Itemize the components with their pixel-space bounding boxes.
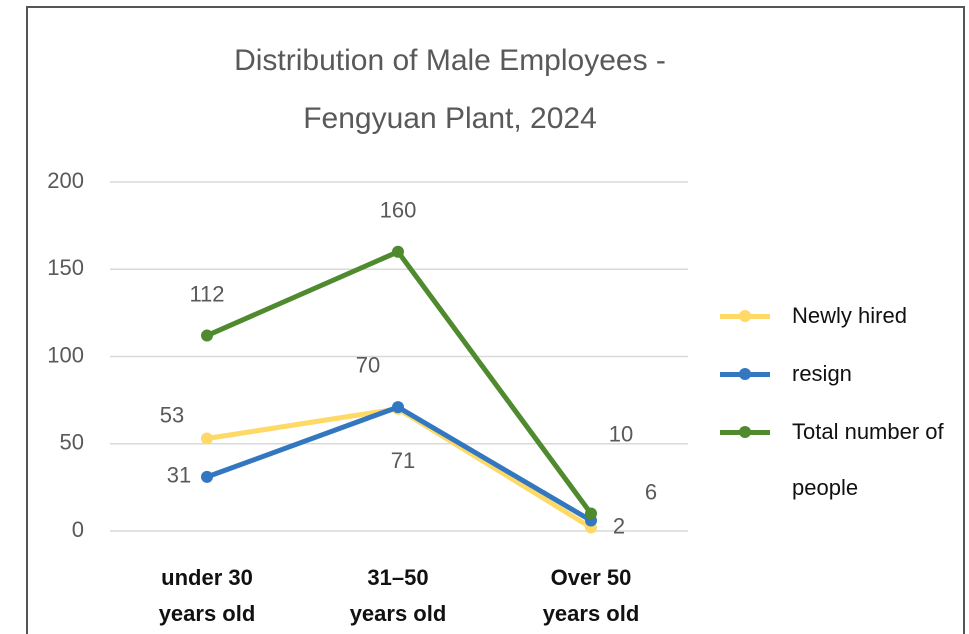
line <box>205 249 594 516</box>
legend-marker <box>739 426 751 438</box>
data-label: 2 <box>613 513 625 538</box>
legend-marker <box>739 310 751 322</box>
legend-label: Newly hired <box>792 303 907 328</box>
x-tick-label: Over 50 years old <box>542 565 640 626</box>
point <box>392 245 404 258</box>
y-tick-label: 150 <box>47 255 84 280</box>
point <box>392 401 404 414</box>
data-label: 112 <box>189 281 224 306</box>
y-tick-label: 50 <box>60 430 84 455</box>
point <box>201 432 213 445</box>
legend-label: Total number of people <box>792 419 944 500</box>
point <box>585 507 597 520</box>
data-label: 31 <box>167 463 191 488</box>
data-label: 160 <box>380 198 417 223</box>
data-label: 71 <box>391 448 415 473</box>
legend-swatch <box>720 368 770 380</box>
legend-label: resign <box>792 361 852 386</box>
y-tick-label: 200 <box>47 168 84 193</box>
x-tick-label: 31–50 years old <box>349 565 447 626</box>
data-label: 70 <box>356 353 380 378</box>
data-label: 53 <box>160 402 184 427</box>
data-label: 10 <box>609 421 633 446</box>
frame <box>26 6 965 634</box>
data-label: 6 <box>645 479 657 504</box>
y-tick-label: 100 <box>47 342 84 367</box>
x-tick-label: under 30 years old <box>158 565 256 626</box>
legend-swatch <box>720 310 770 322</box>
point <box>201 470 213 483</box>
legend-marker <box>739 368 751 380</box>
legend-swatch <box>720 426 770 438</box>
point <box>201 329 213 342</box>
y-tick-label: 0 <box>72 517 84 542</box>
chart-title: Distribution of Male Employees - Fengyua… <box>234 44 666 135</box>
